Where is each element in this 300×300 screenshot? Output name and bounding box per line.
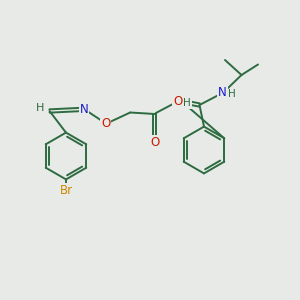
Text: Br: Br: [59, 184, 73, 197]
Text: O: O: [173, 95, 182, 108]
Text: H: H: [36, 103, 45, 113]
Text: N: N: [80, 103, 88, 116]
Text: N: N: [174, 94, 183, 107]
Text: N: N: [218, 86, 227, 99]
Text: H: H: [228, 89, 236, 100]
Text: O: O: [101, 117, 110, 130]
Text: H: H: [183, 98, 191, 108]
Text: O: O: [150, 136, 159, 149]
